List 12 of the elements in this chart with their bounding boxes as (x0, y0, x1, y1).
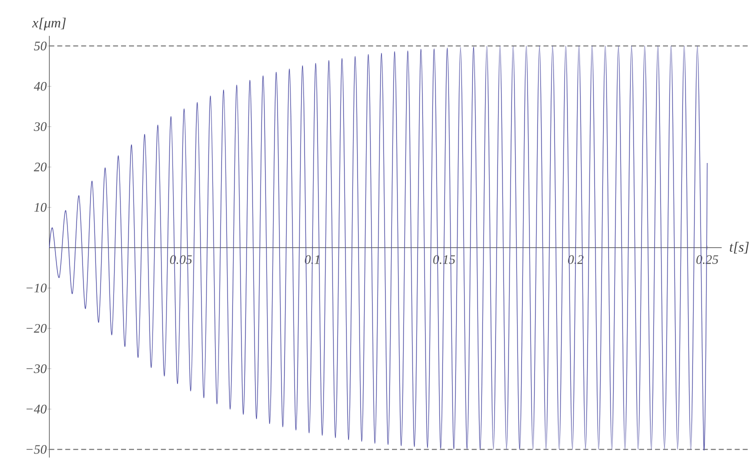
y-tick-label: −10 (26, 284, 47, 292)
y-tick-label: 40 (34, 82, 47, 91)
y-tick-label: 30 (34, 122, 47, 132)
x-axis-title: t[s] (730, 242, 749, 254)
y-tick-label: −20 (26, 324, 47, 333)
y-axis-title: x[μm] (32, 18, 66, 30)
y-tick-label: −50 (26, 445, 47, 454)
y-tick-label: −40 (26, 404, 47, 414)
y-tick-label: 10 (34, 203, 47, 212)
y-tick-label: 50 (34, 42, 47, 50)
y-tick-label: −30 (26, 364, 47, 374)
y-tick-label: 20 (34, 162, 47, 172)
